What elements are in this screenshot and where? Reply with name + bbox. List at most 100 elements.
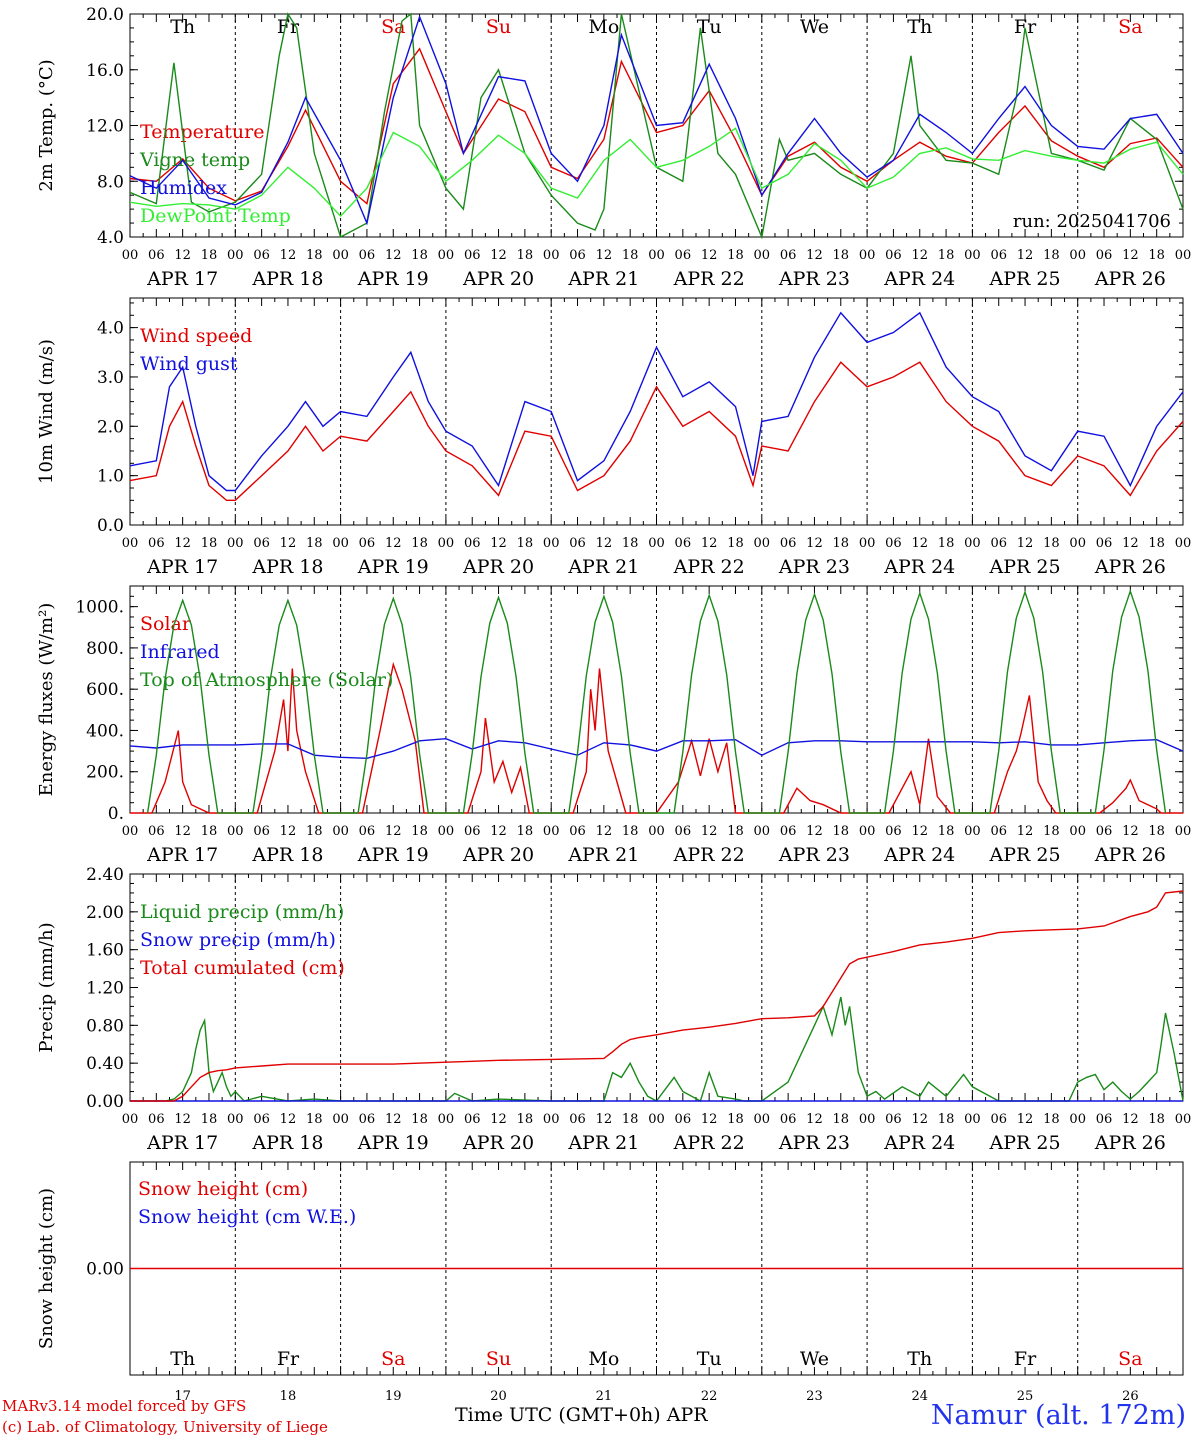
x-hour-label: 06	[990, 536, 1007, 551]
series-line-infrared	[129, 737, 1184, 760]
weekday-label: Fr	[277, 16, 300, 38]
x-hour-label: 00	[648, 536, 665, 551]
x-hour-label: 12	[1017, 824, 1034, 839]
x-day-number: 18	[280, 1389, 297, 1404]
x-hour-label: 06	[148, 1112, 165, 1127]
series-line-total-cumulated-cm-	[130, 890, 1184, 1102]
weekday-label: We	[800, 1348, 829, 1370]
x-hour-label: 12	[174, 824, 191, 839]
x-hour-label: 06	[1096, 248, 1113, 263]
x-day-number: 21	[596, 1389, 613, 1404]
x-hour-label: 12	[596, 248, 613, 263]
x-hour-label: 00	[122, 824, 139, 839]
x-hour-label: 12	[174, 248, 191, 263]
x-hour-label: 12	[385, 824, 402, 839]
legend-entry: Infrared	[140, 641, 220, 663]
x-hour-label: 12	[701, 824, 718, 839]
x-hour-label: 00	[438, 1112, 455, 1127]
x-date-label: APR 20	[462, 268, 534, 290]
x-hour-label: 00	[332, 824, 349, 839]
x-hour-label: 18	[938, 824, 955, 839]
x-hour-label: 00	[859, 824, 876, 839]
x-hour-label: 18	[201, 824, 218, 839]
y-tick-label: 1000.	[75, 598, 124, 618]
x-date-label: APR 20	[462, 556, 534, 578]
x-hour-label: 12	[280, 536, 297, 551]
x-date-label: APR 24	[883, 844, 955, 866]
legend-entry: Snow height (cm W.E.)	[138, 1206, 356, 1228]
x-hour-label: 06	[990, 248, 1007, 263]
x-date-label: APR 19	[357, 556, 429, 578]
x-date-label: APR 18	[251, 556, 323, 578]
x-hour-label: 00	[122, 248, 139, 263]
x-hour-label: 06	[569, 824, 586, 839]
station-name: Namur (alt. 172m)	[930, 1400, 1186, 1431]
x-hour-label: 18	[517, 824, 534, 839]
time-axis-label: Time UTC (GMT+0h) APR	[455, 1404, 708, 1426]
x-date-label: APR 22	[673, 1132, 745, 1154]
x-hour-label: 18	[201, 1112, 218, 1127]
weekday-label: We	[800, 16, 829, 38]
x-hour-label: 00	[1175, 1112, 1192, 1127]
x-date-label: APR 24	[883, 268, 955, 290]
x-hour-label: 18	[201, 536, 218, 551]
x-hour-label: 12	[280, 824, 297, 839]
x-day-number: 17	[174, 1389, 191, 1404]
x-date-label: APR 18	[251, 268, 323, 290]
x-hour-label: 18	[622, 248, 639, 263]
x-hour-label: 06	[885, 824, 902, 839]
x-hour-label: 12	[1017, 248, 1034, 263]
x-hour-label: 18	[306, 1112, 323, 1127]
panel-4: 0.00 0.40 0.80 1.20 1.60 2.00 2.40 Precip (mm/h…	[36, 865, 1191, 1154]
x-hour-label: 18	[411, 1112, 428, 1127]
legend-entry: Wind speed	[140, 325, 252, 347]
x-hour-label: 12	[806, 824, 823, 839]
x-hour-label: 00	[332, 536, 349, 551]
x-hour-label: 12	[806, 1112, 823, 1127]
x-hour-label: 06	[569, 1112, 586, 1127]
x-hour-label: 06	[1096, 536, 1113, 551]
x-hour-label: 12	[701, 536, 718, 551]
y-tick-label: 20.0	[86, 5, 124, 25]
x-hour-label: 06	[359, 248, 376, 263]
x-hour-label: 18	[727, 824, 744, 839]
x-date-label: APR 21	[567, 268, 639, 290]
x-hour-label: 06	[990, 824, 1007, 839]
x-hour-label: 00	[543, 1112, 560, 1127]
x-hour-label: 06	[253, 1112, 270, 1127]
y-tick-label: 1.60	[86, 941, 124, 961]
x-hour-label: 00	[964, 824, 981, 839]
x-hour-label: 12	[806, 248, 823, 263]
x-hour-label: 00	[332, 1112, 349, 1127]
x-date-label: APR 17	[146, 556, 218, 578]
x-hour-label: 18	[833, 1112, 850, 1127]
weekday-label: Su	[486, 16, 511, 38]
x-hour-label: 00	[859, 1112, 876, 1127]
y-tick-label: 3.0	[97, 368, 124, 388]
x-hour-label: 18	[833, 824, 850, 839]
weekday-label: Mo	[588, 16, 619, 38]
x-hour-label: 18	[1043, 248, 1060, 263]
x-hour-label: 18	[306, 824, 323, 839]
x-hour-label: 06	[148, 824, 165, 839]
y-tick-label: 200.	[86, 763, 124, 783]
y-tick-label: 12.0	[86, 117, 124, 137]
x-hour-label: 18	[622, 536, 639, 551]
x-hour-label: 00	[227, 248, 244, 263]
credit-line-2: (c) Lab. of Climatology, University of L…	[2, 1418, 328, 1436]
y-axis-label: 10m Wind (m/s)	[36, 339, 57, 484]
x-hour-label: 12	[174, 1112, 191, 1127]
x-hour-label: 18	[1043, 1112, 1060, 1127]
x-hour-label: 06	[1096, 1112, 1113, 1127]
x-hour-label: 00	[964, 248, 981, 263]
x-hour-label: 06	[464, 1112, 481, 1127]
x-date-label: APR 21	[567, 556, 639, 578]
x-hour-label: 06	[253, 536, 270, 551]
y-tick-label: 0.00	[86, 1092, 124, 1112]
x-hour-label: 00	[1069, 824, 1086, 839]
x-hour-label: 12	[1122, 1112, 1139, 1127]
x-date-label: APR 23	[778, 844, 850, 866]
legend-entry: Humidex	[140, 177, 227, 199]
x-hour-label: 00	[964, 536, 981, 551]
legend-entry: Wind gust	[140, 353, 238, 375]
